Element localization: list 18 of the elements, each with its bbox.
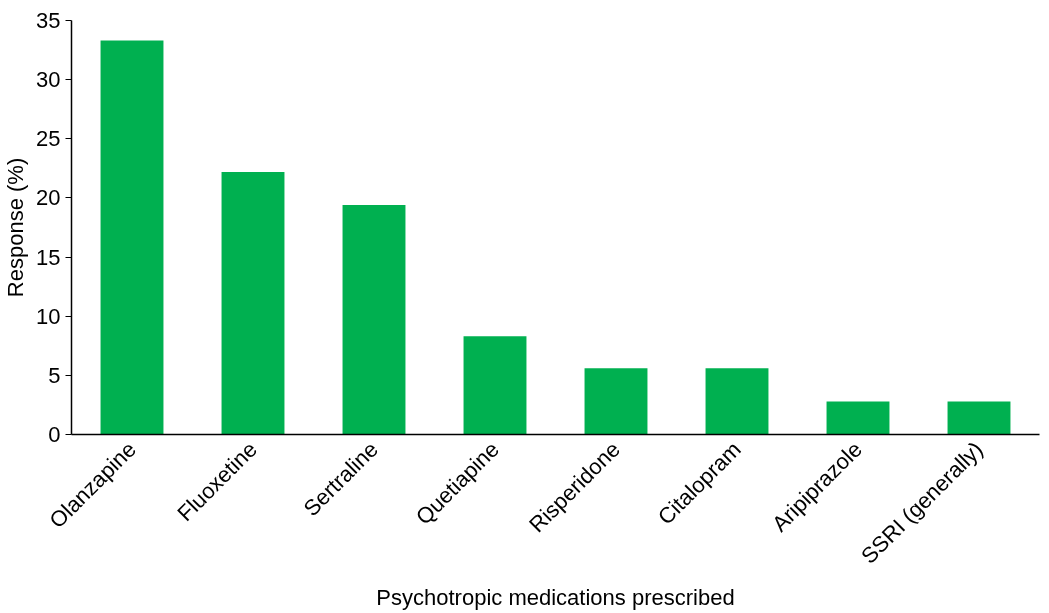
bar xyxy=(342,205,406,435)
y-tick-label: 0 xyxy=(48,422,61,447)
y-tick-label: 30 xyxy=(36,67,61,93)
bar xyxy=(221,171,285,435)
y-tick-label: 5 xyxy=(48,362,61,388)
x-axis-title: Psychotropic medications prescribed xyxy=(376,585,735,611)
bar xyxy=(100,40,164,435)
y-tick-label: 15 xyxy=(36,244,61,270)
bar xyxy=(947,401,1011,435)
bar xyxy=(584,368,648,435)
y-tick-label: 20 xyxy=(36,185,61,211)
y-tick-label: 25 xyxy=(36,126,61,152)
y-tick-label: 35 xyxy=(36,8,61,33)
y-axis-title: Response (%) xyxy=(3,157,29,298)
bar xyxy=(826,401,890,435)
bar xyxy=(463,336,527,435)
bar xyxy=(705,368,769,435)
y-tick-label: 10 xyxy=(36,303,61,329)
